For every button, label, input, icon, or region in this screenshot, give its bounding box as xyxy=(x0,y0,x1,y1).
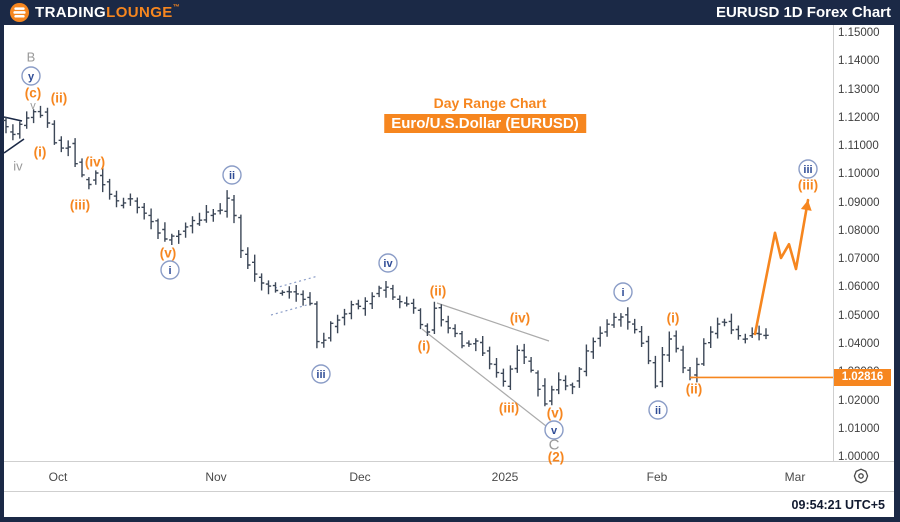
axis-settings-gear-icon[interactable] xyxy=(852,467,870,485)
page-title: EURUSD 1D Forex Chart xyxy=(715,4,891,21)
y-axis-label: 1.01000 xyxy=(838,422,880,435)
svg-text:y: y xyxy=(28,71,35,83)
trendline xyxy=(421,328,547,427)
wave-label-gray: v xyxy=(30,100,36,112)
wave-label-circled: i xyxy=(613,282,633,302)
x-axis-label: Nov xyxy=(205,470,227,484)
brand-trading: TRADING xyxy=(35,4,107,21)
wave-label-orange: (v) xyxy=(160,246,177,261)
svg-text:ii: ii xyxy=(655,405,661,417)
brand-logo: TRADINGLOUNGE™ xyxy=(9,2,180,23)
y-axis-label: 1.13000 xyxy=(838,83,880,96)
wave-label-orange: (iii) xyxy=(798,178,818,193)
instrument-badge: Euro/U.S.Dollar (EURUSD) xyxy=(384,114,586,133)
brand-lounge: LOUNGE xyxy=(106,4,173,21)
projection-arrow-line xyxy=(753,198,810,336)
wave-label-orange: (c) xyxy=(25,86,42,101)
y-axis-label: 1.05000 xyxy=(838,309,880,322)
wave-label-orange: (iii) xyxy=(499,401,519,416)
wave-label-circled: ii xyxy=(222,165,242,185)
wave-label-orange: (ii) xyxy=(51,91,68,106)
wave-label-orange: (i) xyxy=(418,339,431,354)
y-axis-label: 1.09000 xyxy=(838,196,880,209)
svg-text:iii: iii xyxy=(803,164,812,176)
tradinglounge-icon xyxy=(9,2,30,23)
wave-label-orange: (iv) xyxy=(85,155,105,170)
x-axis-label: Oct xyxy=(48,470,68,484)
wave-label-circled: iv xyxy=(378,253,398,273)
current-price-label: 1.02816 xyxy=(834,368,891,386)
x-axis-label: Feb xyxy=(646,470,668,484)
svg-text:v: v xyxy=(551,425,558,437)
x-axis: Oct Nov Dec 2025 Feb Mar xyxy=(4,461,894,491)
trendline xyxy=(3,138,25,154)
x-axis-label: Mar xyxy=(784,470,806,484)
wave-label-circled: v xyxy=(544,420,564,440)
svg-text:iii: iii xyxy=(316,369,325,381)
y-axis-label: 1.14000 xyxy=(838,55,880,68)
wave-label-gray: B xyxy=(27,50,36,65)
y-axis-separator xyxy=(833,25,834,461)
wave-label-gray: iv xyxy=(13,159,23,174)
clock-timestamp: 09:54:21 UTC+5 xyxy=(791,498,885,512)
svg-text:i: i xyxy=(621,287,624,299)
svg-text:ii: ii xyxy=(229,170,235,182)
x-axis-label: Dec xyxy=(349,470,371,484)
y-axis-label: 1.15000 xyxy=(838,27,880,39)
trendline xyxy=(270,302,315,316)
y-axis-label: 1.12000 xyxy=(838,111,880,124)
y-axis-label: 1.04000 xyxy=(838,337,880,350)
x-axis-label: 2025 xyxy=(491,470,519,484)
trendline xyxy=(436,302,550,342)
wave-label-orange: (iv) xyxy=(510,311,530,326)
wave-label-circled: iii xyxy=(311,364,331,384)
wave-label-orange: (ii) xyxy=(430,284,447,299)
wave-label-circled: iii xyxy=(798,159,818,179)
wave-label-orange: (2) xyxy=(548,450,565,465)
svg-text:i: i xyxy=(168,265,171,277)
y-axis-label: 1.10000 xyxy=(838,168,880,181)
y-axis-label: 1.07000 xyxy=(838,253,880,266)
wave-label-orange: (i) xyxy=(34,145,47,160)
wave-label-orange: (ii) xyxy=(686,382,703,397)
wave-label-circled: ii xyxy=(648,400,668,420)
ohlc-bars xyxy=(3,105,769,407)
y-axis-label: 1.11000 xyxy=(838,140,879,153)
y-axis-label: 1.00000 xyxy=(838,451,880,463)
trendline xyxy=(3,116,23,122)
wave-label-circled: i xyxy=(160,260,180,280)
y-axis-label: 1.08000 xyxy=(838,224,880,237)
trademark-symbol: ™ xyxy=(172,4,181,11)
brand-name: TRADINGLOUNGE™ xyxy=(35,4,180,21)
chart-title: Day Range Chart xyxy=(433,95,547,111)
wave-label-circled: y xyxy=(21,66,41,86)
wave-label-gray: C xyxy=(549,436,560,453)
y-axis-label: 1.06000 xyxy=(838,281,880,294)
wave-label-orange: (i) xyxy=(667,311,680,326)
top-bar: TRADINGLOUNGE™ EURUSD 1D Forex Chart xyxy=(0,0,900,25)
wave-label-orange: (v) xyxy=(547,406,564,421)
svg-text:iv: iv xyxy=(383,258,393,270)
projection-arrowhead xyxy=(800,200,812,211)
y-axis-label: 1.02000 xyxy=(838,394,880,407)
status-bar: 09:54:21 UTC+5 xyxy=(4,491,894,517)
wave-label-orange: (iii) xyxy=(70,198,90,213)
